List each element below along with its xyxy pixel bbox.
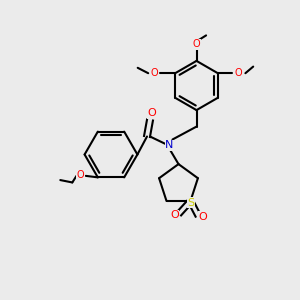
Text: O: O [170,210,179,220]
Text: O: O [235,68,243,78]
Text: O: O [147,108,156,118]
Text: S: S [188,197,195,208]
Text: O: O [76,170,84,180]
Text: O: O [198,212,207,222]
Text: O: O [150,68,158,78]
Text: O: O [193,39,200,50]
Text: N: N [165,140,174,151]
